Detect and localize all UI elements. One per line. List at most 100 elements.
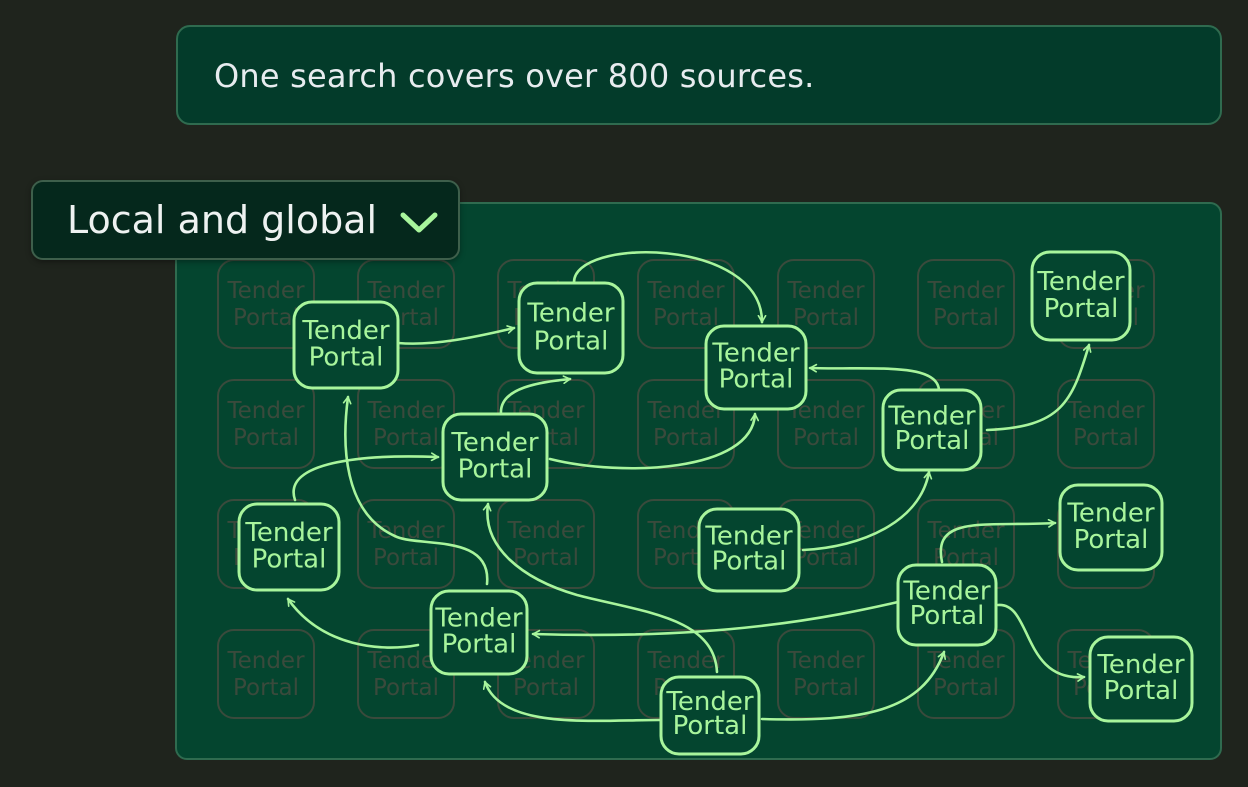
tender-portal-node-line2: Portal (442, 629, 517, 659)
ghost-portal-line1: Tender (226, 278, 305, 304)
ghost-portal-line1: Tender (926, 278, 1005, 304)
connection-arrow (286, 597, 420, 649)
ghost-portal-line1: Tender (926, 648, 1005, 674)
ghost-portal-line2: Portal (793, 305, 859, 331)
connection-arrow (985, 343, 1092, 432)
connection-arrow (801, 470, 933, 552)
ghost-portal-line1: Tender (646, 648, 725, 674)
connection-arrow (548, 412, 760, 470)
ghost-portal-line2: Portal (513, 545, 579, 571)
connections (286, 251, 1092, 723)
region-dropdown[interactable]: Local and global (31, 180, 460, 260)
tender-portal-node-line1: Tender (1096, 650, 1184, 680)
ghost-portal-line1: Tender (786, 278, 865, 304)
ghost-portal-line2: Portal (233, 305, 299, 331)
tender-portal-node-line1: Tender (704, 521, 792, 551)
connection-arrow (482, 680, 661, 723)
tender-portal-node-line1: Tender (434, 604, 522, 634)
ghost-portal-line2: Portal (653, 425, 719, 451)
ghost-portal-line1: Tender (226, 648, 305, 674)
ghost-portal-line2: Portal (933, 305, 999, 331)
ghost-portal-line2: Portal (653, 305, 719, 331)
ghost-portal-line1: Tender (366, 278, 445, 304)
ghost-portal-line2: Portal (1073, 425, 1139, 451)
ghost-portal-line1: Tender (226, 398, 305, 424)
tender-portal-node-line1: Tender (902, 576, 990, 606)
ghost-portal-line2: Portal (233, 675, 299, 701)
connection-arrow (396, 325, 516, 345)
tender-portal-node-line2: Portal (1104, 676, 1179, 706)
tender-portal-node-line2: Portal (309, 343, 384, 373)
ghost-portal-line2: Portal (513, 675, 579, 701)
ghost-portal-line1: Tender (786, 648, 865, 674)
tender-portal-node-line2: Portal (719, 364, 794, 394)
ghost-portal-line2: Portal (373, 425, 439, 451)
region-dropdown-label: Local and global (67, 198, 378, 242)
tender-portal-node-line1: Tender (1036, 267, 1124, 297)
connection-arrow (572, 251, 767, 324)
connection-arrow (760, 650, 947, 721)
ghost-portal-line2: Portal (793, 675, 859, 701)
tender-portal-node-line1: Tender (711, 339, 799, 369)
ghost-portal-line1: Tender (366, 398, 445, 424)
connection-arrow (292, 452, 440, 502)
connection-arrow (482, 502, 719, 674)
tender-portal-node-line2: Portal (458, 455, 533, 485)
tender-portal-node-line2: Portal (910, 601, 985, 631)
connection-arrow (939, 518, 1057, 564)
ghost-portal-line2: Portal (373, 675, 439, 701)
ghost-portal-line2: Portal (793, 425, 859, 451)
ghost-portal-line2: Portal (933, 675, 999, 701)
ghost-portal-line2: Portal (233, 425, 299, 451)
connection-arrow (996, 603, 1086, 682)
ghost-portal-line1: Tender (646, 278, 725, 304)
sources-graph: TenderPortalTenderPortalTenderPortalTend… (217, 250, 1194, 756)
ghost-portal-line1: Tender (1066, 398, 1145, 424)
ghost-portal-line2: Portal (373, 545, 439, 571)
tender-portal-node-line1: Tender (244, 518, 332, 548)
ghost-portal-line1: Tender (926, 518, 1005, 544)
tender-portal-node-line2: Portal (895, 426, 970, 456)
connection-arrow (808, 363, 941, 392)
tender-portal-node-line1: Tender (526, 299, 614, 329)
tender-portal-node-line1: Tender (301, 316, 389, 346)
chevron-down-icon[interactable] (397, 209, 441, 237)
tender-portal-node-line1: Tender (887, 401, 975, 431)
tender-portal-node-line2: Portal (1074, 525, 1149, 555)
tender-portal-node-line2: Portal (673, 711, 748, 741)
connection-arrow (499, 375, 572, 416)
tender-portal-node-line2: Portal (1044, 294, 1119, 324)
tender-portal-node-line1: Tender (1066, 499, 1154, 529)
tender-portal-node-line2: Portal (712, 547, 787, 577)
connection-arrow (342, 395, 489, 586)
banner-text: One search covers over 800 sources. (214, 57, 815, 95)
